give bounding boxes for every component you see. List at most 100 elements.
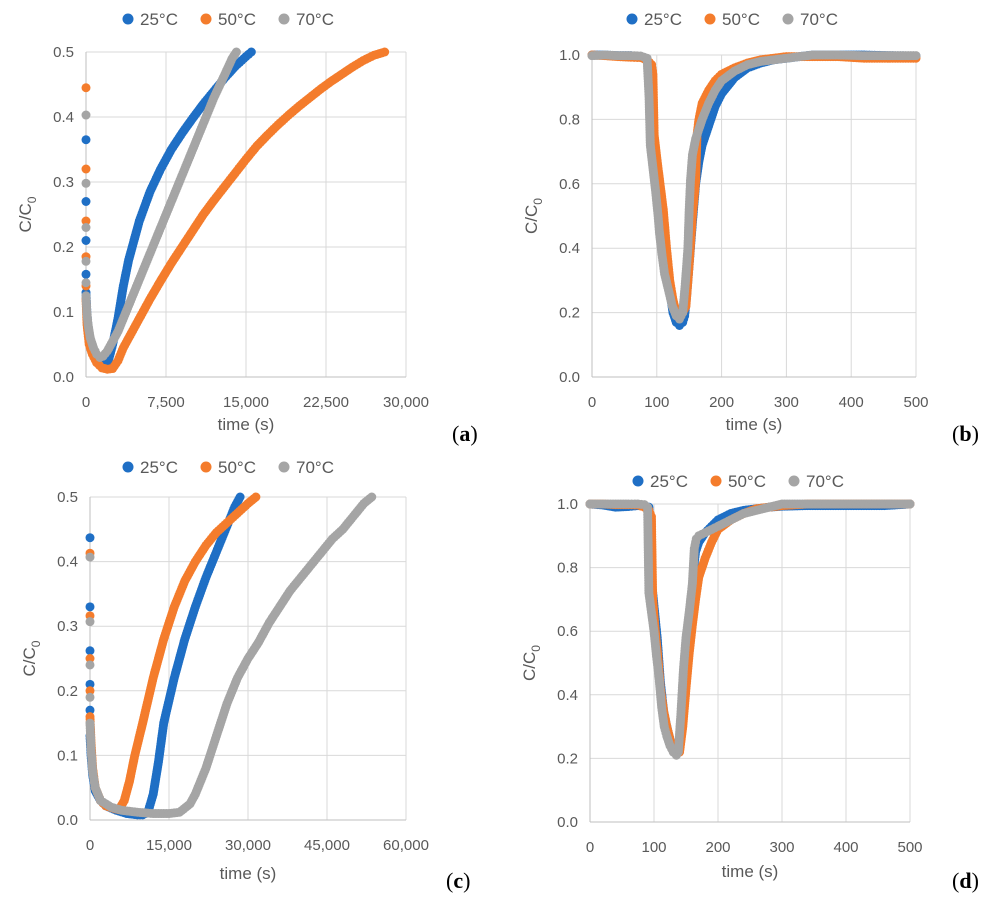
panel-a-ytick-label: 0.3 — [53, 174, 74, 191]
panel-c-xtick-label: 0 — [86, 837, 94, 854]
panel-a-ytick-label: 0.5 — [53, 44, 74, 61]
panel-d-legend-label-2: 50°C — [728, 472, 766, 491]
panel-c-data-point — [85, 705, 95, 715]
panel-a-label: (a) — [452, 421, 478, 446]
panel-a-legend-label-3: 70°C — [296, 10, 334, 29]
panel-a-ytick-label: 0.2 — [53, 239, 74, 256]
panel-a-ytick-label: 0.4 — [53, 109, 74, 126]
panel-b-ytick-label: 1.0 — [559, 47, 580, 64]
panel-d-label: (d) — [952, 868, 979, 893]
panel-c-data-point — [85, 552, 95, 562]
panel-b-ytick-label: 0.0 — [559, 369, 580, 386]
panel-a-legend-label-1: 25°C — [140, 10, 178, 29]
panel-a-data-point — [81, 135, 91, 145]
panel-a-series-2 — [81, 47, 390, 374]
panel-c-ytick-label: 0.0 — [57, 812, 78, 829]
panel-a: 0.0 0.1 0.2 0.3 0.4 0.5 0 7,500 15,000 22,500 30,0… — [16, 10, 478, 446]
panel-c-legend-label-2: 50°C — [218, 458, 256, 477]
panel-c-legend-marker-2 — [200, 461, 212, 473]
panel-d-series-1 — [585, 499, 915, 754]
panel-b-series-1 — [587, 50, 921, 330]
panel-c-legend-marker-3 — [278, 461, 290, 473]
panel-d-ytick-label: 0.2 — [557, 750, 578, 767]
panel-c-xtick-label: 45,000 — [304, 837, 350, 854]
panel-c-data-point — [85, 533, 95, 543]
panel-c-legend-marker-1 — [122, 461, 134, 473]
panel-c-data-point — [367, 492, 377, 502]
panel-a-data-point — [81, 164, 91, 174]
panel-d-ytick-label: 0.6 — [557, 623, 578, 640]
panel-d-ytick-label: 0.4 — [557, 687, 578, 704]
panel-c-data-point — [85, 617, 95, 627]
panel-c-series-2 — [85, 492, 261, 815]
panel-b-legend-label-1: 25°C — [644, 10, 682, 29]
panel-c-ytick-label: 0.2 — [57, 683, 78, 700]
panel-c-data-point — [85, 692, 95, 702]
panel-d: 0.0 0.2 0.4 0.6 0.8 1.0 0 100 200 300 400 500 time (… — [520, 472, 979, 893]
panel-b-x-axis-title: time (s) — [726, 415, 783, 434]
panel-c-xtick-label: 60,000 — [383, 837, 429, 854]
panel-c-legend-label-3: 70°C — [296, 458, 334, 477]
panel-d-series-2 — [585, 499, 915, 757]
panel-d-xtick-label: 200 — [705, 839, 730, 856]
panel-b-legend-marker-1 — [626, 13, 638, 25]
panel-d-series-3 — [585, 499, 915, 760]
panel-a-xtick-label: 30,000 — [383, 394, 429, 411]
panel-c-data-point — [85, 654, 95, 663]
panel-c-ytick-label: 0.3 — [57, 618, 78, 635]
panel-c-y-axis-title-sub: 0 — [29, 640, 43, 647]
panel-d-xtick-label: 500 — [897, 839, 922, 856]
panel-d-xtick-label: 100 — [641, 839, 666, 856]
panel-c-xtick-label: 30,000 — [225, 837, 271, 854]
panel-b-legend-marker-3 — [782, 13, 794, 25]
panel-c-ytick-label: 0.5 — [57, 489, 78, 506]
panel-a-data-point — [380, 47, 390, 57]
panel-a-legend-marker-1 — [122, 13, 134, 25]
panel-d-x-axis-title: time (s) — [722, 862, 779, 881]
panel-a-data-point — [81, 236, 91, 245]
panel-b-legend-label-2: 50°C — [722, 10, 760, 29]
panel-b: 0.0 0.2 0.4 0.6 0.8 1.0 0 100 200 300 400 500 time (… — [522, 10, 979, 446]
panel-c-legend-label-1: 25°C — [140, 458, 178, 477]
panel-b-xtick-label: 100 — [644, 394, 669, 411]
panel-b-xtick-label: 400 — [839, 394, 864, 411]
panel-c: 0.0 0.1 0.2 0.3 0.4 0.5 0 15,000 30,000 45,000 60,… — [20, 458, 470, 893]
panel-d-legend-marker-1 — [632, 475, 644, 487]
panel-c-data-point — [85, 660, 95, 670]
panel-a-data-point — [246, 47, 256, 57]
panel-a-xtick-label: 0 — [82, 394, 90, 411]
panel-a-y-axis-title-sub: 0 — [25, 196, 39, 203]
panel-a-data-point — [81, 223, 91, 232]
panel-a-y-axis-title-main: C/C — [16, 203, 35, 232]
panel-b-xtick-label: 0 — [588, 394, 596, 411]
panel-c-series-1 — [85, 492, 245, 820]
panel-a-ytick-label: 0.0 — [53, 369, 74, 386]
panel-a-data-point — [81, 216, 91, 226]
panel-d-ytick-label: 1.0 — [557, 496, 578, 513]
panel-c-ytick-label: 0.1 — [57, 747, 78, 764]
panel-a-data-point — [81, 269, 91, 279]
panel-c-label: (c) — [446, 868, 470, 893]
panel-a-x-axis-title: time (s) — [218, 415, 275, 434]
panel-b-y-axis-title: C/C0 — [522, 198, 545, 234]
panel-c-y-axis-title-main: C/C — [20, 647, 39, 676]
panel-a-xtick-label: 22,500 — [303, 394, 349, 411]
panel-c-x-axis-title: time (s) — [220, 864, 277, 883]
panel-b-xtick-label: 300 — [774, 394, 799, 411]
panel-a-data-point — [231, 47, 241, 57]
panel-d-xtick-label: 300 — [769, 839, 794, 856]
panel-a-legend-marker-3 — [278, 13, 290, 25]
panel-d-legend-marker-3 — [788, 475, 800, 487]
panel-a-legend-label-2: 50°C — [218, 10, 256, 29]
panel-b-y-axis-title-main: C/C — [522, 205, 541, 234]
panel-c-data-point — [235, 492, 245, 502]
panel-a-data-point — [81, 178, 91, 188]
panel-c-data-point — [85, 679, 95, 689]
panel-a-data-point — [81, 197, 91, 206]
panel-c-data-point — [85, 602, 95, 612]
panel-b-legend-label-3: 70°C — [800, 10, 838, 29]
panel-c-data-point — [85, 686, 95, 696]
panel-b-legend-marker-2 — [704, 13, 716, 25]
panel-b-ytick-label: 0.4 — [559, 240, 580, 257]
panel-b-xtick-label: 200 — [709, 394, 734, 411]
